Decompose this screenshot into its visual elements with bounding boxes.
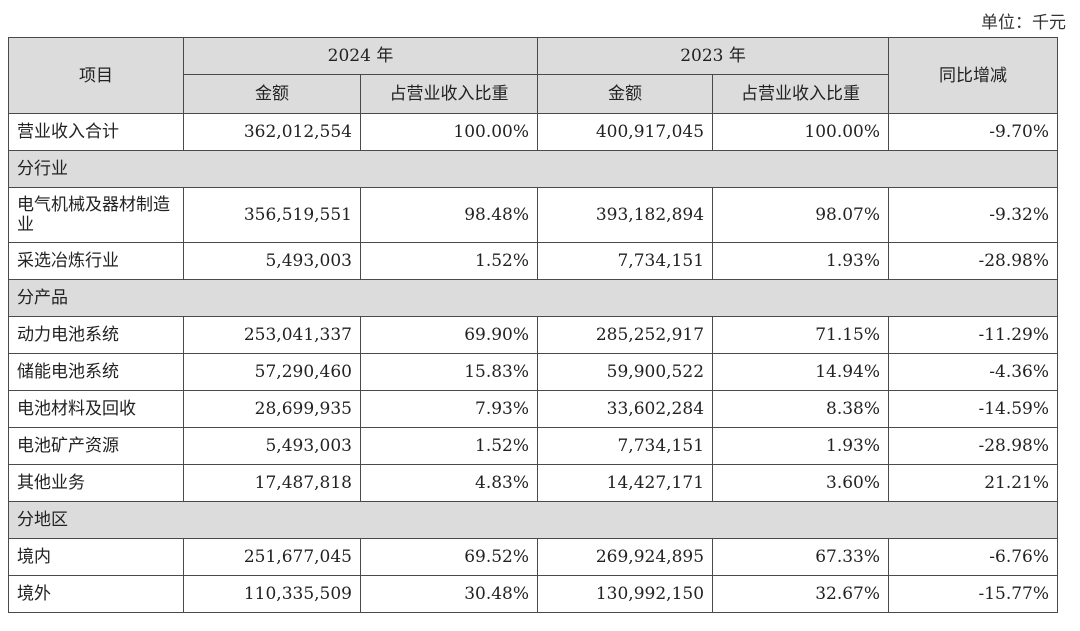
revenue-table: 项目 2024 年 2023 年 同比增减 金额 占营业收入比重 金额 占营业收…: [7, 37, 1059, 613]
amount-2024-cell: 251,677,045: [183, 538, 361, 576]
share-2023-cell: 71.15%: [712, 316, 890, 354]
yoy-cell: -6.76%: [888, 538, 1059, 576]
share-2024-cell: 100.00%: [359, 113, 539, 151]
share-2023-cell: 14.94%: [712, 353, 890, 391]
row-label: 储能电池系统: [8, 353, 184, 391]
row-label: 其他业务: [8, 464, 184, 502]
yoy-cell: -9.32%: [888, 187, 1059, 243]
yoy-cell: -28.98%: [888, 427, 1059, 465]
row-label: 采选冶炼行业: [8, 242, 184, 280]
share-2024-cell: 69.52%: [359, 538, 539, 576]
amount-2024-cell: 362,012,554: [183, 113, 361, 151]
amount-2024-cell: 17,487,818: [183, 464, 361, 502]
section-row-region: 分地区: [7, 501, 1059, 539]
row-label: 电气机械及器材制造业: [8, 187, 184, 243]
header-yoy: 同比增减: [888, 37, 1059, 114]
row-label: 电池矿产资源: [8, 427, 184, 465]
yoy-cell: -4.36%: [888, 353, 1059, 391]
header-amount-2023: 金额: [537, 74, 714, 114]
header-item: 项目: [8, 37, 184, 114]
share-2024-cell: 69.90%: [359, 316, 539, 354]
table-row: 境外 110,335,509 30.48% 130,992,150 32.67%…: [8, 575, 1059, 613]
section-title: 分产品: [7, 279, 1059, 317]
amount-2024-cell: 253,041,337: [183, 316, 361, 354]
amount-2023-cell: 33,602,284: [537, 390, 714, 428]
row-label: 营业收入合计: [8, 113, 184, 151]
table-row: 储能电池系统 57,290,460 15.83% 59,900,522 14.9…: [8, 353, 1059, 391]
amount-2023-cell: 269,924,895: [537, 538, 714, 576]
share-2024-cell: 1.52%: [359, 242, 539, 280]
share-2023-cell: 1.93%: [712, 427, 890, 465]
amount-2023-cell: 14,427,171: [537, 464, 714, 502]
share-2024-cell: 7.93%: [359, 390, 539, 428]
share-2023-cell: 1.93%: [712, 242, 890, 280]
table-row: 电池矿产资源 5,493,003 1.52% 7,734,151 1.93% -…: [8, 427, 1059, 465]
yoy-cell: -14.59%: [888, 390, 1059, 428]
amount-2023-cell: 7,734,151: [537, 242, 714, 280]
yoy-cell: -11.29%: [888, 316, 1059, 354]
amount-2024-cell: 57,290,460: [183, 353, 361, 391]
share-2024-cell: 4.83%: [359, 464, 539, 502]
amount-2024-cell: 5,493,003: [183, 427, 361, 465]
amount-2023-cell: 59,900,522: [537, 353, 714, 391]
share-2023-cell: 100.00%: [712, 113, 890, 151]
amount-2024-cell: 28,699,935: [183, 390, 361, 428]
amount-2023-cell: 130,992,150: [537, 575, 714, 613]
amount-2024-cell: 356,519,551: [183, 187, 361, 243]
header-year-2023: 2023 年: [537, 37, 890, 75]
row-label: 境内: [8, 538, 184, 576]
row-label: 电池材料及回收: [8, 390, 184, 428]
share-2023-cell: 98.07%: [712, 187, 890, 243]
share-2024-cell: 1.52%: [359, 427, 539, 465]
amount-2023-cell: 393,182,894: [537, 187, 714, 243]
header-share-2023: 占营业收入比重: [712, 74, 890, 114]
row-label: 动力电池系统: [8, 316, 184, 354]
table-row: 电池材料及回收 28,699,935 7.93% 33,602,284 8.38…: [8, 390, 1059, 428]
row-label: 境外: [8, 575, 184, 613]
amount-2023-cell: 7,734,151: [537, 427, 714, 465]
share-2024-cell: 15.83%: [359, 353, 539, 391]
share-2023-cell: 3.60%: [712, 464, 890, 502]
yoy-cell: -15.77%: [888, 575, 1059, 613]
header-amount-2024: 金额: [183, 74, 361, 114]
amount-2023-cell: 400,917,045: [537, 113, 714, 151]
amount-2024-cell: 5,493,003: [183, 242, 361, 280]
share-2023-cell: 67.33%: [712, 538, 890, 576]
section-title: 分地区: [7, 501, 1059, 539]
table-row: 境内 251,677,045 69.52% 269,924,895 67.33%…: [8, 538, 1059, 576]
table-row: 动力电池系统 253,041,337 69.90% 285,252,917 71…: [8, 316, 1059, 354]
section-row-product: 分产品: [7, 279, 1059, 317]
section-title: 分行业: [7, 150, 1059, 188]
share-2024-cell: 30.48%: [359, 575, 539, 613]
yoy-cell: -28.98%: [888, 242, 1059, 280]
table-row: 其他业务 17,487,818 4.83% 14,427,171 3.60% 2…: [8, 464, 1059, 502]
section-row-industry: 分行业: [7, 150, 1059, 188]
table-row: 电气机械及器材制造业 356,519,551 98.48% 393,182,89…: [8, 187, 1059, 243]
yoy-cell: -9.70%: [888, 113, 1059, 151]
share-2023-cell: 8.38%: [712, 390, 890, 428]
header-share-2024: 占营业收入比重: [359, 74, 539, 114]
amount-2024-cell: 110,335,509: [183, 575, 361, 613]
header-year-2024: 2024 年: [182, 37, 539, 75]
table-row: 采选冶炼行业 5,493,003 1.52% 7,734,151 1.93% -…: [8, 242, 1059, 280]
yoy-cell: 21.21%: [888, 464, 1059, 502]
amount-2023-cell: 285,252,917: [537, 316, 714, 354]
share-2023-cell: 32.67%: [712, 575, 890, 613]
unit-label: 单位：千元: [981, 13, 1066, 33]
total-row: 营业收入合计 362,012,554 100.00% 400,917,045 1…: [8, 113, 1059, 151]
share-2024-cell: 98.48%: [359, 187, 539, 243]
